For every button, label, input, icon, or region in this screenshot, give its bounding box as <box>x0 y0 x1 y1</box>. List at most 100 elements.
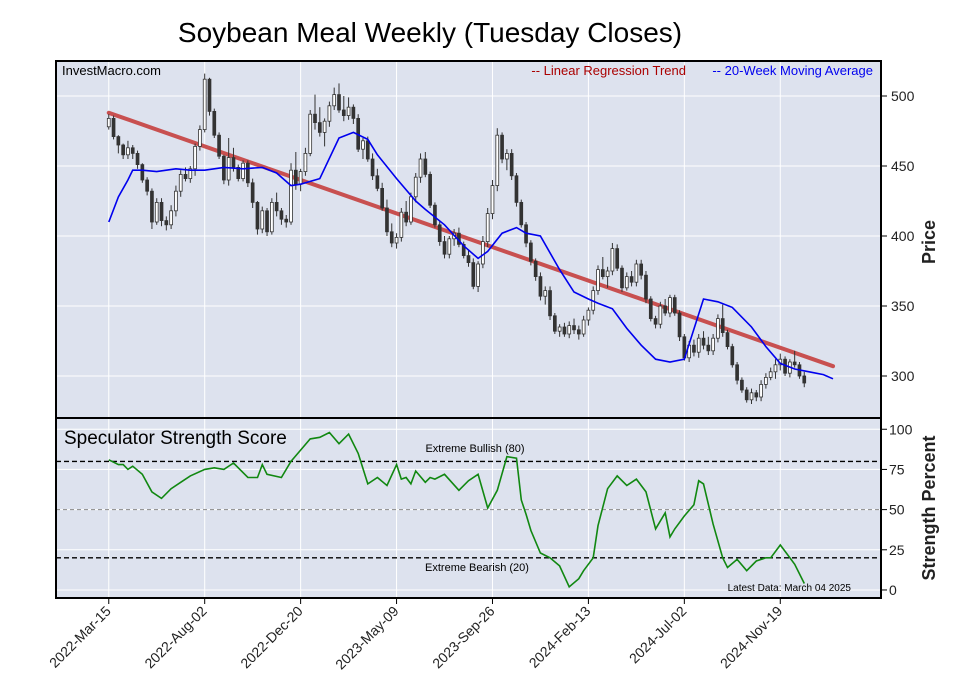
candle-body <box>576 329 581 335</box>
candle-body <box>111 118 116 138</box>
candle-body <box>164 220 169 226</box>
candle-body <box>178 173 183 192</box>
candle-body <box>423 158 428 175</box>
candle-body <box>399 211 404 238</box>
candle-body <box>634 263 639 283</box>
candle-body <box>620 267 624 289</box>
candle-body <box>437 224 442 243</box>
candle-body <box>433 204 437 226</box>
price-tick-label: 450 <box>891 158 915 174</box>
extreme-bullish-label: Extreme Bullish (80) <box>425 443 524 455</box>
moving-average-line <box>108 131 834 380</box>
price-tick-label: 350 <box>891 298 915 314</box>
candle-body <box>461 243 466 256</box>
candle-body <box>711 337 715 352</box>
x-tick-label: 2023-Sep-26 <box>429 603 498 672</box>
candle-body <box>428 173 432 206</box>
candle-body <box>716 318 720 339</box>
candle-body <box>375 175 380 189</box>
strength-panel-frame <box>55 417 882 599</box>
x-tick-label: 2022-Mar-15 <box>46 603 114 671</box>
candle-body <box>174 190 178 212</box>
candle-body <box>476 263 480 287</box>
candle-body <box>677 312 682 338</box>
candle-body <box>250 182 255 203</box>
candle-body <box>533 260 538 278</box>
candle-body <box>567 325 572 335</box>
x-tick-label: 2023-May-09 <box>332 603 402 673</box>
candle-body <box>610 248 615 272</box>
candle-body <box>361 140 365 150</box>
candle-body <box>217 134 221 157</box>
strength-tick-label: 25 <box>889 542 905 558</box>
candle-body <box>135 152 140 165</box>
reference-lines <box>56 460 881 559</box>
candle-body <box>212 111 217 136</box>
candle-body <box>754 392 759 398</box>
candle-body <box>720 318 725 334</box>
source-label: InvestMacro.com <box>62 63 161 78</box>
candle-body <box>624 276 629 289</box>
candle-body <box>696 337 701 353</box>
latest-data-note: Latest Data: March 04 2025 <box>728 583 852 594</box>
candle-body <box>140 164 145 181</box>
candle-body <box>548 290 552 317</box>
candle-body <box>370 158 375 177</box>
candle-body <box>466 255 471 264</box>
candle-body <box>289 169 293 223</box>
candle-body <box>106 118 111 128</box>
candle-body <box>231 157 236 168</box>
candle-body <box>351 106 356 119</box>
price-y-ticks: 300 350 400 450 500 <box>881 88 915 384</box>
candle-body <box>260 210 265 230</box>
strength-grid <box>56 418 881 598</box>
candle-body <box>313 113 317 123</box>
regression-trend-line <box>106 110 836 369</box>
moving-average-path <box>108 131 834 380</box>
candle-body <box>615 248 620 269</box>
candle-body <box>279 210 284 220</box>
candle-body <box>413 176 418 198</box>
candle-body <box>308 113 313 154</box>
strength-tick-label: 100 <box>889 421 913 437</box>
candle-body <box>644 274 648 300</box>
candle-body <box>764 376 768 385</box>
candle-body <box>145 179 149 192</box>
candle-body <box>490 185 495 215</box>
candle-body <box>365 140 370 160</box>
candle-body <box>150 190 154 223</box>
candle-body <box>274 201 279 212</box>
candle-body <box>130 147 135 154</box>
candle-body <box>668 297 672 314</box>
x-axis-ticks: 2022-Mar-15 2022-Aug-02 2022-Dec-20 2023-Ma… <box>46 598 786 672</box>
candle-body <box>394 236 399 244</box>
strength-axis-label: Strength Percent <box>919 435 939 580</box>
candle-body <box>341 109 346 116</box>
price-tick-label: 300 <box>891 368 915 384</box>
candle-body <box>265 210 269 233</box>
candle-body <box>246 162 250 184</box>
candle-body <box>159 201 164 221</box>
candle-body <box>207 78 212 112</box>
strength-panel: Speculator Strength Score Extreme Bullis… <box>55 417 939 599</box>
candle-body <box>293 169 298 185</box>
candle-body <box>538 276 543 297</box>
candle-body <box>284 218 289 223</box>
candle-body <box>639 263 644 276</box>
candle-body <box>404 211 408 223</box>
candle-body <box>658 305 663 325</box>
candle-body <box>730 346 735 366</box>
candle-body <box>298 171 303 185</box>
candle-body <box>116 136 121 146</box>
candle-body <box>692 344 696 353</box>
candle-body <box>653 318 658 325</box>
candle-body <box>303 152 308 172</box>
candle-body <box>572 325 576 331</box>
candle-body <box>543 290 548 297</box>
candle-body <box>519 201 524 226</box>
candle-body <box>514 175 519 203</box>
candle-body <box>471 262 476 287</box>
extreme-bearish-label: Extreme Bearish (20) <box>425 562 529 574</box>
candle-body <box>337 94 341 111</box>
